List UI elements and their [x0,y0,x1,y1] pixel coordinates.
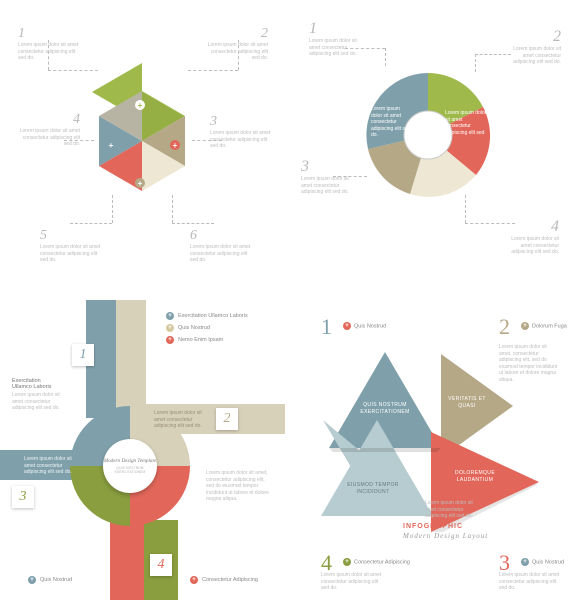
side-label-title: Exercitation Ullamco Laboris [12,378,60,390]
corner-num-2: 2 [499,314,510,340]
hex-num-3: 3 [210,114,217,129]
legend-item: +Quis Nostrud [28,576,72,584]
plus-icon: + [343,558,351,566]
leader [172,223,214,224]
panel-donut: Lorem ipsum dolor sit amet consectetur a… [285,0,570,300]
plus-icon: + [190,576,198,584]
hex-num-6: 6 [190,228,197,243]
plus-icon: + [166,336,174,344]
donut-text-4: Lorem ipsum dolor sit amet consectetur a… [499,236,559,256]
hex-text-2: Lorem ipsum dolor sit amet consectetur a… [204,42,268,62]
ribbon-text: Lorem ipsum dolor sit amet consectetur a… [24,456,74,476]
corner-lab-4: +Consectetur Adipiscing [343,558,410,566]
corner-lorem-3: Lorem ipsum dolor sit amet consectetur a… [499,572,561,592]
donut-text-3: Lorem ipsum dolor sit amet consectetur a… [301,176,361,196]
plus-icon: + [28,576,36,584]
leader [333,176,367,177]
plus-icon: + [166,324,174,332]
center-sub: QUIS NOSTRUM EXERCITATIONEM [103,466,157,474]
donut-text-2: Lorem ipsum dolor sit amet consectetur a… [501,46,561,66]
ribbon-v-tan [116,300,146,410]
leader [112,195,113,223]
hex-callout-3: 3 Lorem ipsum dolor sit amet consectetur… [210,112,274,150]
panel-hexagon: 1 Lorem ipsum dolor sit amet consectetur… [0,0,285,300]
legend-item: +Exercitation Ullamco Laboris [166,312,248,320]
leader [188,70,238,71]
hex-text-5: Lorem ipsum dolor sit amet consectetur a… [40,244,104,264]
donut-callout-2: 2 Lorem ipsum dolor sit amet consectetur… [501,28,561,66]
hex-num-1: 1 [18,26,25,41]
side-label-text: Lorem ipsum dolor sit amet consectetur a… [12,392,60,412]
hex-callout-5: 5 Lorem ipsum dolor sit amet consectetur… [40,226,104,264]
hex-num-5: 5 [40,228,47,243]
p4-lorem: Lorem ipsum dolor sit amet consectetur a… [425,500,485,520]
plus-icon: + [135,100,145,110]
donut-num-2: 2 [553,28,561,45]
hex-text-1: Lorem ipsum dolor sit amet consectetur a… [18,42,82,62]
corner-num-1: 1 [321,314,332,340]
numbox-3: 3 [12,486,34,508]
plus-icon: + [343,322,351,330]
donut-num-1: 1 [309,20,317,37]
legend-item: +Quis Nostrud [166,324,210,332]
p4-title-3: Design Layout [434,532,488,540]
leader [475,54,511,55]
plus-icon: + [521,558,529,566]
corner-lab-3: +Quis Nostrud [521,558,564,566]
tri-1 [329,352,441,448]
plus-icon: + [170,140,180,150]
hex-num-4: 4 [73,112,80,128]
leader [238,40,239,70]
tri-caption-4: DOLOREMQUE LAUDANTIUM [443,470,507,484]
donut-text: Lorem ipsum dolor sit amet consectetur a… [371,106,411,139]
hex-callout-6: 6 Lorem ipsum dolor sit amet consectetur… [190,226,254,264]
legend-item: +Consectetur Adipiscing [190,576,258,584]
hex-text-6: Lorem ipsum dolor sit amet consectetur a… [190,244,254,264]
swirl-center: Modern Design Template QUIS NOSTRUM EXER… [103,439,157,493]
plus-icon: + [135,178,145,188]
leader [48,70,98,71]
p4-lorem: Lorem ipsum dolor sit amet, consectetur … [499,344,559,383]
hex-callout-1: 1 Lorem ipsum dolor sit amet consectetur… [18,24,82,62]
panel-triangles: QUIS NOSTRUM EXERCITATIONEM VERITATIS ET… [285,300,570,600]
plus-icon: + [166,312,174,320]
plus-icon: + [106,140,116,150]
donut-num-4: 4 [551,218,559,235]
corner-lab-1: +Quis Nostrud [343,322,386,330]
hex-num-2: 2 [261,26,268,41]
tri-caption-2: VERITATIS ET QUASI [443,396,491,410]
p4-title: INFOGRAPHIC Modern Design Layout [403,522,488,542]
corner-lorem-4: Lorem ipsum dolor sit amet consectetur a… [321,572,383,592]
hex-callout-2: 2 Lorem ipsum dolor sit amet consectetur… [204,24,268,62]
leader [475,54,476,72]
tri-caption-3: EIUSMOD TEMPOR INCIDIDUNT [341,482,405,496]
tri-caption-1: QUIS NOSTRUM EXERCITATIONEM [353,402,417,416]
legend-item: +Nemo Enim Ipsam [166,336,223,344]
leader [345,48,385,49]
leader [172,195,173,223]
leader [70,223,112,224]
side-label: Exercitation Ullamco Laboris Lorem ipsum… [12,378,60,412]
leader [465,195,466,223]
leader [385,48,386,66]
numbox-4: 4 [150,554,172,576]
center-title: Modern Design Template [104,458,157,464]
p4-title-2: Modern [403,532,431,540]
donut-callout-1: 1 Lorem ipsum dolor sit amet consectetur… [309,20,369,58]
p3-lorem: Lorem ipsum dolor sit amet, consectetur … [206,470,272,503]
panel-swirl: Modern Design Template QUIS NOSTRUM EXER… [0,300,285,600]
corner-lab-2: +Dolorum Fuga [521,322,567,330]
hex-callout-4: 4 Lorem ipsum dolor sit amet consectetur… [16,112,80,148]
numbox-2: 2 [216,408,238,430]
donut-num-3: 3 [301,158,309,175]
hex-text-4: Lorem ipsum dolor sit amet consectetur a… [16,128,80,148]
numbox-1: 1 [72,344,94,366]
leader [465,223,515,224]
plus-icon: + [521,322,529,330]
leader [48,40,49,70]
donut-text: Lorem ipsum dolor sit amet consectetur a… [445,110,489,143]
p4-title-1: INFOGRAPHIC [403,523,463,530]
ribbon-text: Lorem ipsum dolor sit amet consectetur a… [154,410,210,430]
